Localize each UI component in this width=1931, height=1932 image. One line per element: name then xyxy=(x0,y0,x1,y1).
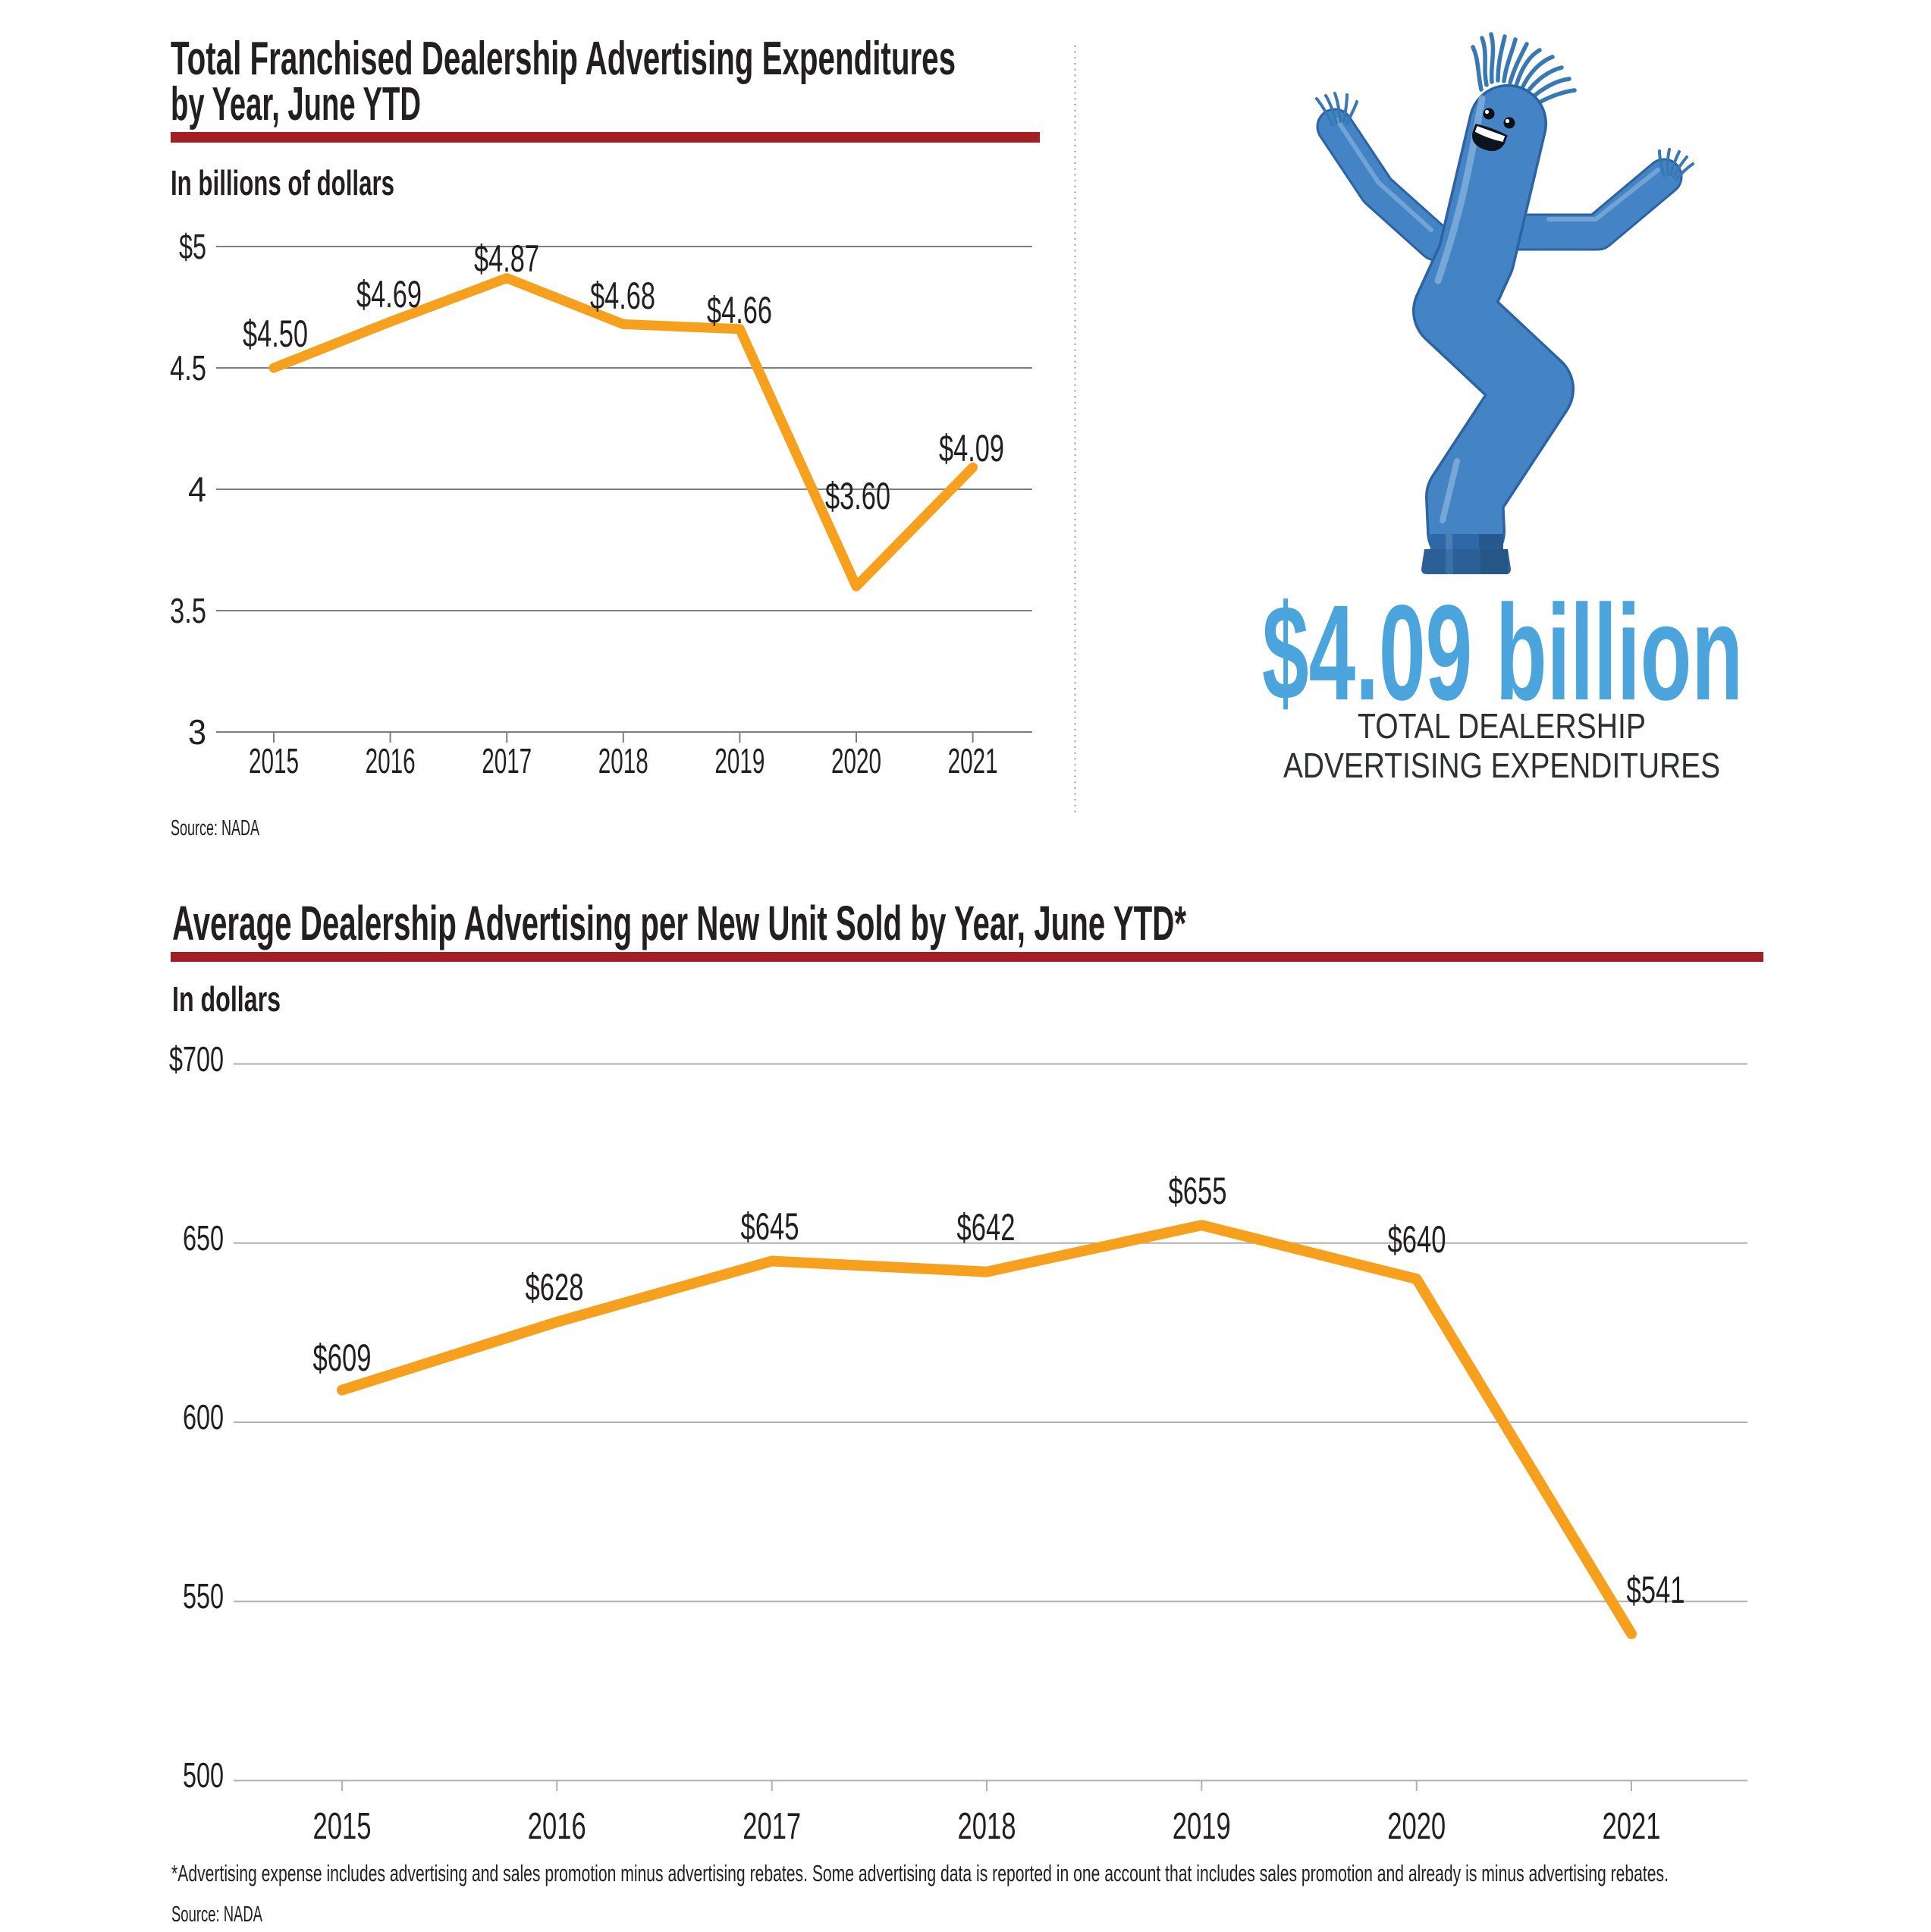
svg-text:2019: 2019 xyxy=(714,741,765,781)
svg-text:2020: 2020 xyxy=(1387,1806,1446,1847)
svg-text:$4.69: $4.69 xyxy=(356,273,422,316)
svg-text:$3.60: $3.60 xyxy=(825,475,890,517)
svg-text:2021: 2021 xyxy=(1603,1806,1661,1847)
svg-text:4: 4 xyxy=(188,470,206,509)
svg-text:3.5: 3.5 xyxy=(170,591,206,630)
svg-text:*Advertising expense includes: *Advertising expense includes advertisin… xyxy=(171,1860,1669,1886)
svg-text:4.5: 4.5 xyxy=(170,348,206,388)
svg-text:$642: $642 xyxy=(957,1206,1016,1249)
svg-text:500: 500 xyxy=(183,1755,224,1795)
svg-text:650: 650 xyxy=(183,1218,224,1258)
svg-text:by Year, June YTD: by Year, June YTD xyxy=(171,78,421,130)
svg-text:Total Franchised Dealership Ad: Total Franchised Dealership Advertising … xyxy=(171,33,956,85)
svg-text:550: 550 xyxy=(183,1576,224,1616)
svg-text:TOTAL DEALERSHIP: TOTAL DEALERSHIP xyxy=(1358,706,1646,746)
svg-text:2016: 2016 xyxy=(528,1806,586,1847)
svg-text:$541: $541 xyxy=(1627,1569,1685,1611)
svg-text:ADVERTISING EXPENDITURES: ADVERTISING EXPENDITURES xyxy=(1283,746,1720,785)
svg-text:Source: NADA: Source: NADA xyxy=(171,1902,262,1927)
svg-text:2021: 2021 xyxy=(948,741,998,781)
svg-text:$700: $700 xyxy=(169,1039,224,1079)
svg-text:In billions of dollars: In billions of dollars xyxy=(171,163,394,203)
svg-text:$640: $640 xyxy=(1388,1218,1446,1261)
svg-text:$628: $628 xyxy=(526,1266,584,1308)
svg-text:In dollars: In dollars xyxy=(172,979,281,1019)
svg-text:2016: 2016 xyxy=(366,741,416,781)
svg-text:$655: $655 xyxy=(1169,1170,1227,1212)
svg-text:3: 3 xyxy=(188,712,206,752)
svg-text:$4.87: $4.87 xyxy=(474,237,539,280)
svg-text:2017: 2017 xyxy=(743,1806,801,1847)
svg-text:2015: 2015 xyxy=(249,741,299,781)
svg-text:600: 600 xyxy=(183,1397,224,1437)
svg-text:2017: 2017 xyxy=(482,741,532,781)
svg-text:$4.09: $4.09 xyxy=(939,427,1004,470)
svg-text:$609: $609 xyxy=(313,1337,372,1379)
svg-text:2018: 2018 xyxy=(598,741,648,781)
svg-text:2020: 2020 xyxy=(831,741,881,781)
svg-text:$5: $5 xyxy=(179,227,206,266)
svg-text:$645: $645 xyxy=(741,1205,799,1248)
svg-text:2019: 2019 xyxy=(1173,1806,1231,1847)
svg-text:2015: 2015 xyxy=(313,1806,372,1847)
svg-text:$4.68: $4.68 xyxy=(590,275,655,317)
svg-text:2018: 2018 xyxy=(958,1806,1016,1847)
svg-text:$4.66: $4.66 xyxy=(707,289,772,331)
svg-text:Source: NADA: Source: NADA xyxy=(171,816,259,840)
svg-text:$4.50: $4.50 xyxy=(243,313,308,355)
svg-text:Average Dealership Advertising: Average Dealership Advertising per New U… xyxy=(172,896,1186,950)
svg-text:$4.09 billion: $4.09 billion xyxy=(1262,576,1743,728)
